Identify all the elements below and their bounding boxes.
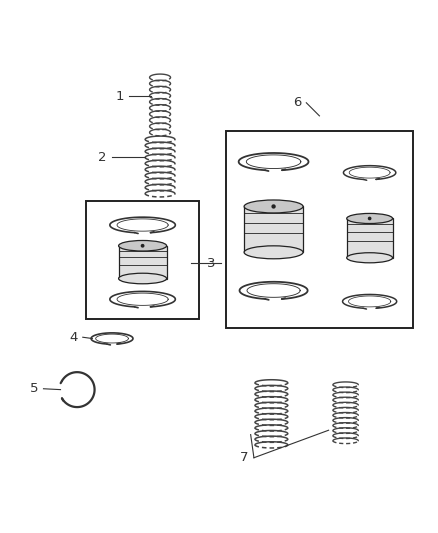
Circle shape — [141, 245, 144, 247]
Ellipse shape — [244, 200, 303, 213]
Text: 4: 4 — [69, 331, 78, 344]
Circle shape — [272, 205, 275, 208]
Text: 6: 6 — [293, 96, 301, 109]
Bar — [244, 206, 303, 252]
Text: 3: 3 — [208, 256, 216, 270]
Ellipse shape — [119, 273, 166, 284]
Ellipse shape — [119, 240, 166, 251]
Circle shape — [368, 217, 371, 220]
Ellipse shape — [347, 253, 392, 263]
Bar — [119, 246, 166, 279]
Ellipse shape — [347, 213, 392, 223]
Bar — [226, 131, 413, 328]
Text: 7: 7 — [240, 451, 249, 464]
Bar — [347, 219, 392, 258]
Text: 1: 1 — [116, 90, 124, 103]
Text: 2: 2 — [98, 151, 107, 164]
Text: 5: 5 — [30, 382, 38, 395]
Bar — [86, 201, 199, 319]
Ellipse shape — [244, 246, 303, 259]
